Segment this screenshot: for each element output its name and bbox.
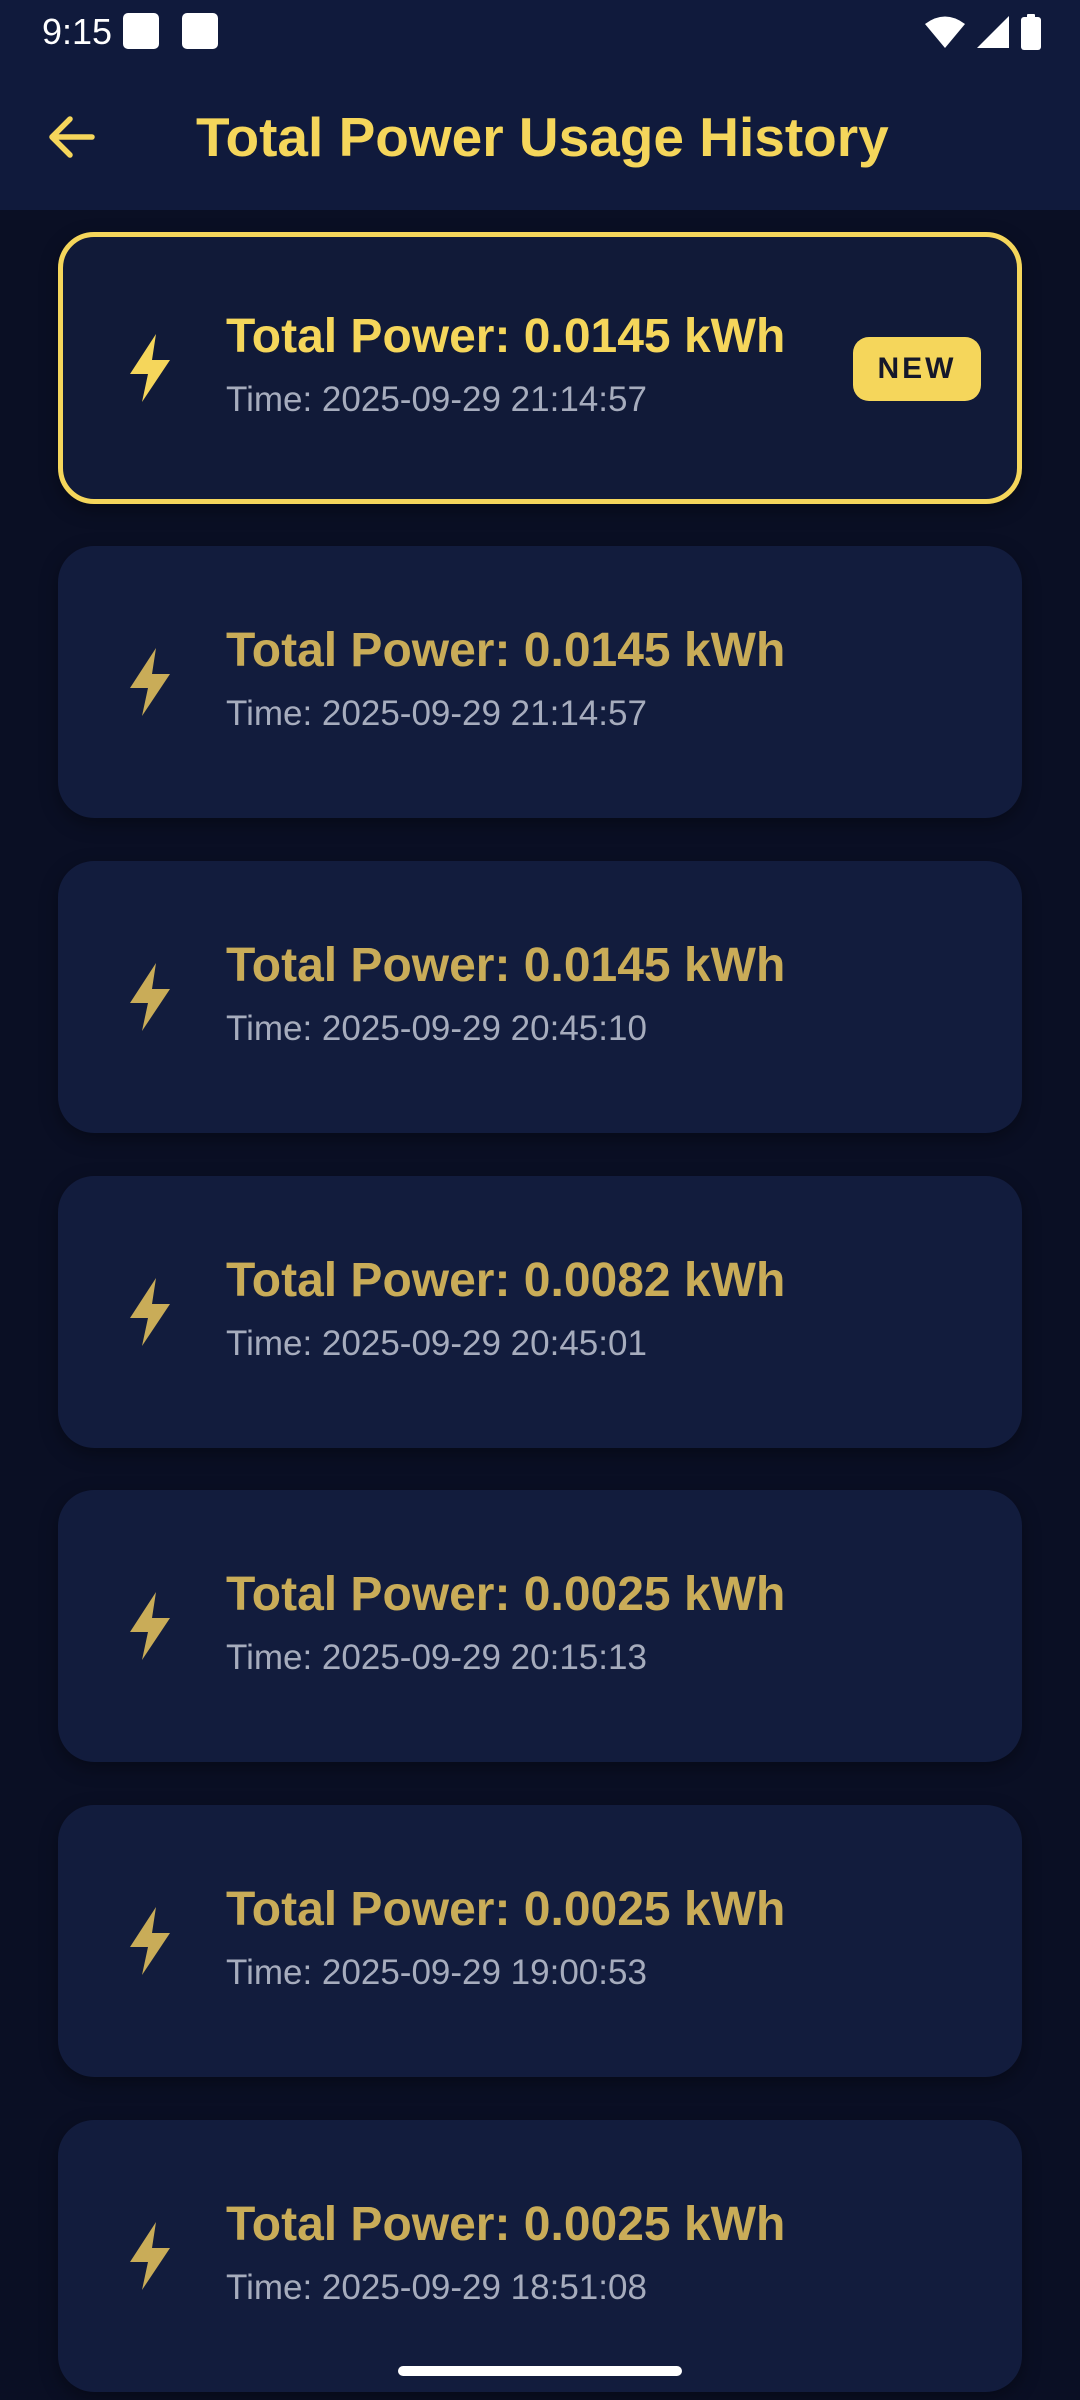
- history-card[interactable]: Total Power: 0.0025 kWh Time: 2025-09-29…: [58, 2120, 1022, 2392]
- notification-square-icon: [123, 13, 159, 49]
- card-power: Total Power: 0.0145 kWh: [226, 939, 786, 992]
- card-time: Time: 2025-09-29 21:14:57: [226, 694, 647, 733]
- notification-square-icon: [182, 13, 218, 49]
- history-card[interactable]: Total Power: 0.0025 kWh Time: 2025-09-29…: [58, 1490, 1022, 1762]
- arrow-left-icon: [49, 116, 95, 158]
- back-button[interactable]: [36, 101, 108, 173]
- history-card[interactable]: Total Power: 0.0145 kWh Time: 2025-09-29…: [58, 861, 1022, 1133]
- status-bar: 9:15: [0, 0, 1080, 64]
- card-time: Time: 2025-09-29 21:14:57: [226, 380, 647, 419]
- wifi-icon: [925, 16, 965, 48]
- card-time: Time: 2025-09-29 20:45:01: [226, 1324, 647, 1363]
- card-power: Total Power: 0.0082 kWh: [226, 1254, 786, 1307]
- history-card[interactable]: Total Power: 0.0082 kWh Time: 2025-09-29…: [58, 1176, 1022, 1448]
- card-power: Total Power: 0.0025 kWh: [226, 1883, 786, 1936]
- battery-icon: [1021, 14, 1041, 50]
- lightning-bolt-icon: [130, 1907, 170, 1975]
- history-card[interactable]: Total Power: 0.0145 kWh Time: 2025-09-29…: [58, 546, 1022, 818]
- history-card[interactable]: Total Power: 0.0145 kWh Time: 2025-09-29…: [58, 232, 1022, 504]
- new-badge: NEW: [853, 337, 981, 401]
- card-time: Time: 2025-09-29 18:51:08: [226, 2268, 647, 2307]
- lightning-bolt-icon: [130, 648, 170, 716]
- card-power: Total Power: 0.0025 kWh: [226, 1568, 786, 1621]
- card-power: Total Power: 0.0025 kWh: [226, 2198, 786, 2251]
- cell-signal-icon: [977, 16, 1009, 48]
- lightning-bolt-icon: [130, 963, 170, 1031]
- lightning-bolt-icon: [130, 334, 170, 402]
- status-time: 9:15: [42, 11, 113, 52]
- lightning-bolt-icon: [130, 1278, 170, 1346]
- card-time: Time: 2025-09-29 20:15:13: [226, 1638, 647, 1677]
- lightning-bolt-icon: [130, 2222, 170, 2290]
- card-power: Total Power: 0.0145 kWh: [226, 310, 786, 363]
- app-bar: Total Power Usage History: [0, 64, 1080, 210]
- history-card[interactable]: Total Power: 0.0025 kWh Time: 2025-09-29…: [58, 1805, 1022, 2077]
- lightning-bolt-icon: [130, 1592, 170, 1660]
- card-time: Time: 2025-09-29 20:45:10: [226, 1009, 647, 1048]
- page-title: Total Power Usage History: [196, 106, 889, 168]
- card-time: Time: 2025-09-29 19:00:53: [226, 1953, 647, 1992]
- history-list: Total Power: 0.0145 kWh Time: 2025-09-29…: [0, 210, 1080, 2400]
- status-icons: [924, 12, 1042, 52]
- home-indicator[interactable]: [398, 2366, 682, 2376]
- card-power: Total Power: 0.0145 kWh: [226, 624, 786, 677]
